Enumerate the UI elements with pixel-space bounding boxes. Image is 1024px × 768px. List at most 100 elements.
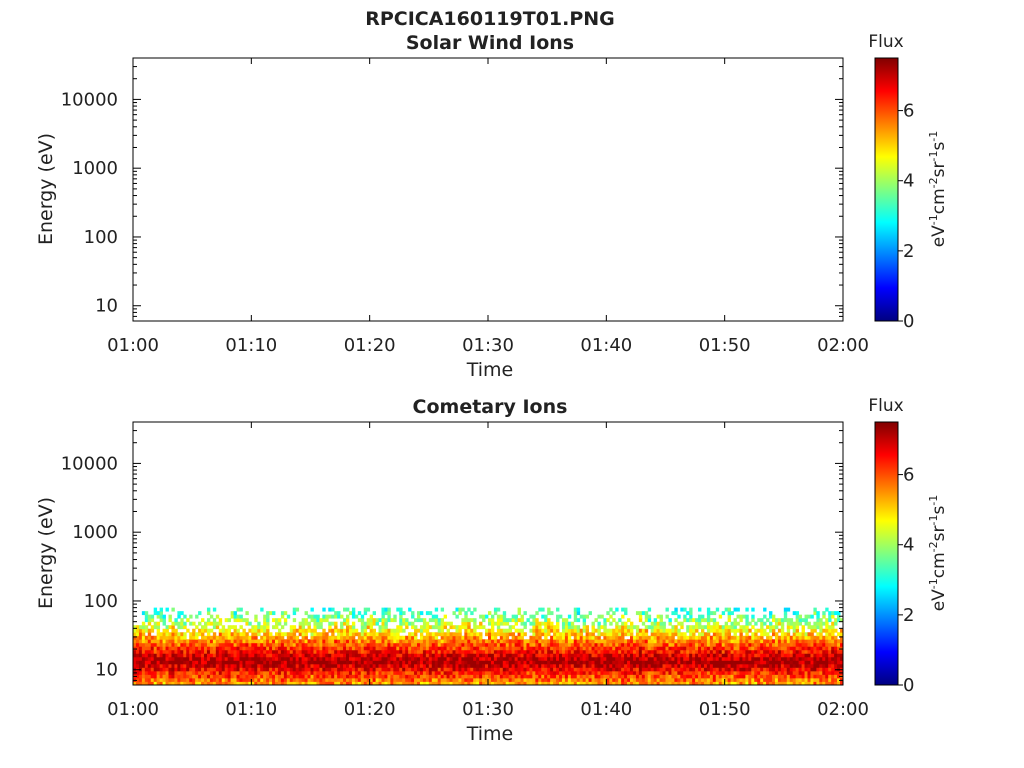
- heatmap-cell: [692, 639, 696, 644]
- heatmap-cell: [656, 642, 660, 647]
- heatmap-cell: [381, 681, 385, 686]
- heatmap-cell: [402, 621, 406, 626]
- heatmap-cell: [425, 639, 430, 644]
- heatmap-cell: [236, 677, 240, 682]
- heatmap-cell: [162, 632, 166, 637]
- heatmap-cell: [292, 628, 297, 633]
- heatmap-cell: [564, 653, 569, 658]
- heatmap-cell: [618, 642, 622, 647]
- heatmap-cell: [189, 632, 193, 637]
- heatmap-cell: [579, 642, 584, 647]
- heatmap-cell: [594, 670, 598, 675]
- heatmap-cell: [405, 667, 409, 672]
- heatmap-cell: [159, 656, 163, 661]
- heatmap-cell: [630, 625, 634, 630]
- heatmap-cell: [266, 674, 270, 679]
- heatmap-cell: [455, 614, 459, 619]
- heatmap-cell: [280, 611, 285, 616]
- heatmap-cell: [520, 656, 524, 661]
- heatmap-cell: [588, 677, 592, 682]
- heatmap-cell: [774, 632, 779, 637]
- heatmap-cell: [763, 632, 767, 637]
- heatmap-cell: [422, 656, 427, 661]
- heatmap-cell: [671, 611, 675, 616]
- heatmap-cell: [206, 611, 211, 616]
- heatmap-cell: [369, 660, 374, 665]
- heatmap-cell: [585, 628, 589, 633]
- heatmap-cell: [357, 635, 362, 640]
- heatmap-cell: [434, 674, 439, 679]
- heatmap-cell: [263, 635, 267, 640]
- heatmap-cell: [393, 618, 397, 623]
- heatmap-cell: [239, 656, 243, 661]
- heatmap-cell: [561, 621, 566, 626]
- colorbar-title-solar-wind: Flux: [868, 32, 903, 52]
- heatmap-cell: [411, 621, 415, 626]
- heatmap-cell: [772, 653, 776, 658]
- heatmap-cell: [405, 649, 409, 654]
- heatmap-cell: [816, 660, 820, 665]
- heatmap-cell: [428, 660, 433, 665]
- heatmap-cell: [641, 642, 646, 647]
- heatmap-cell: [695, 677, 699, 682]
- heatmap-cell: [230, 642, 234, 647]
- heatmap-cell: [745, 621, 749, 626]
- heatmap-cell: [452, 653, 456, 658]
- heatmap-cell: [706, 621, 711, 626]
- heatmap-cell: [239, 639, 243, 644]
- heatmap-cell: [434, 642, 439, 647]
- heatmap-cell: [363, 681, 368, 686]
- heatmap-cell: [340, 653, 344, 658]
- panel-cometary: Cometary Ions 01:00 01:10 01:20 01:30 01:40 0…: [35, 396, 949, 745]
- heatmap-cell: [618, 649, 622, 654]
- heatmap-cell: [153, 660, 158, 665]
- heatmap-cell: [393, 670, 397, 675]
- heatmap-cell: [665, 639, 669, 644]
- heatmap-cell: [751, 635, 755, 640]
- heatmap-cell: [656, 628, 660, 633]
- heatmap-cell: [239, 642, 243, 647]
- heatmap-cell: [751, 639, 755, 644]
- heatmap-cell: [650, 660, 655, 665]
- heatmap-cell: [372, 632, 376, 637]
- heatmap-cell: [662, 667, 666, 672]
- heatmap-cell: [141, 674, 146, 679]
- heatmap-cell: [754, 635, 758, 640]
- heatmap-cell: [490, 628, 495, 633]
- heatmap-cell: [490, 646, 495, 651]
- heatmap-cell: [659, 663, 663, 668]
- heatmap-cell: [689, 660, 693, 665]
- heatmap-cell: [443, 649, 447, 654]
- heatmap-cell: [390, 646, 394, 651]
- heatmap-cell: [511, 625, 516, 630]
- heatmap-cell: [135, 646, 140, 651]
- heatmap-cell: [488, 635, 492, 640]
- heatmap-cell: [242, 653, 246, 658]
- heatmap-cell: [411, 649, 415, 654]
- heatmap-cell: [665, 607, 669, 612]
- heatmap-cell: [174, 618, 178, 623]
- heatmap-cell: [417, 667, 421, 672]
- heatmap-cell: [366, 621, 371, 626]
- heatmap-cell: [289, 625, 294, 630]
- heatmap-cell: [831, 625, 835, 630]
- heatmap-cell: [168, 625, 172, 630]
- heatmap-cell: [304, 667, 308, 672]
- heatmap-cell: [638, 611, 643, 616]
- heatmap-cell: [266, 642, 270, 647]
- heatmap-cell: [774, 670, 779, 675]
- heatmap-cell: [502, 670, 507, 675]
- heatmap-cell: [316, 635, 320, 640]
- heatmap-cell: [621, 639, 625, 644]
- heatmap-cell: [828, 614, 832, 619]
- heatmap-cell: [408, 646, 412, 651]
- heatmap-cell: [703, 681, 708, 686]
- heatmap-cell: [544, 653, 548, 658]
- heatmap-cell: [701, 660, 705, 665]
- heatmap-cell: [354, 663, 359, 668]
- heatmap-cell: [544, 632, 548, 637]
- heatmap-cell: [724, 667, 729, 672]
- heatmap-cell: [230, 667, 234, 672]
- heatmap-cell: [346, 607, 350, 612]
